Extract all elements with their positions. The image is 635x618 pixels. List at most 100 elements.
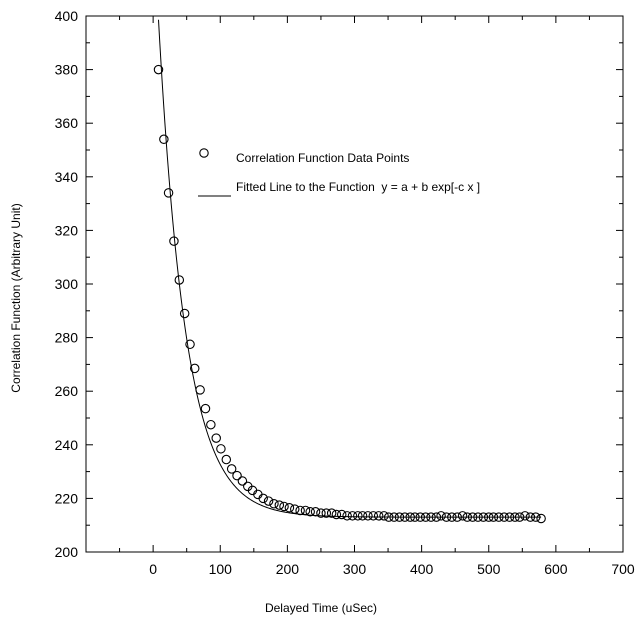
data-point bbox=[383, 512, 394, 522]
data-point bbox=[237, 476, 248, 486]
x-axis-title: Delayed Time (uSec) bbox=[265, 601, 377, 615]
data-point bbox=[221, 454, 232, 465]
data-point bbox=[436, 511, 446, 521]
data-point bbox=[426, 512, 436, 522]
data-point bbox=[274, 500, 285, 510]
data-point bbox=[410, 512, 420, 522]
data-point bbox=[530, 512, 541, 522]
data-point bbox=[336, 509, 347, 520]
data-point bbox=[295, 505, 305, 516]
data-point bbox=[226, 464, 237, 474]
legend-label-fitted-line: Fitted Line to the Function y = a + b ex… bbox=[236, 180, 480, 194]
data-point bbox=[441, 512, 452, 522]
y-axis-title: Correlation Function (Arbitrary Unit) bbox=[9, 203, 23, 392]
data-point bbox=[363, 511, 373, 521]
x-tick-labels: 0 100 200 300 400 500 600 700 bbox=[149, 561, 635, 577]
data-point bbox=[206, 419, 216, 430]
y-tick-label: 360 bbox=[55, 115, 79, 131]
data-point bbox=[179, 308, 190, 319]
x-tick-label: 0 bbox=[149, 561, 157, 577]
data-point bbox=[290, 504, 300, 514]
data-point bbox=[189, 363, 200, 374]
data-points bbox=[153, 64, 546, 524]
data-point bbox=[536, 513, 546, 524]
x-tick-label: 300 bbox=[343, 561, 367, 577]
data-point bbox=[174, 275, 185, 285]
data-point bbox=[415, 512, 426, 522]
data-point bbox=[520, 511, 530, 521]
legend: Correlation Function Data Points Fitted … bbox=[198, 148, 480, 197]
data-point bbox=[211, 433, 221, 443]
data-point bbox=[216, 444, 226, 454]
data-point bbox=[368, 511, 379, 521]
data-point bbox=[494, 512, 504, 522]
data-point bbox=[263, 496, 274, 506]
data-point bbox=[163, 188, 174, 198]
legend-label-data-points: Correlation Function Data Points bbox=[236, 151, 409, 165]
x-tick-label: 100 bbox=[209, 561, 233, 577]
data-point bbox=[405, 512, 415, 522]
data-point bbox=[342, 511, 352, 521]
data-point bbox=[305, 507, 315, 517]
data-point bbox=[488, 512, 499, 522]
data-point bbox=[431, 512, 442, 522]
data-point bbox=[169, 236, 179, 246]
x-tick-label: 200 bbox=[276, 561, 300, 577]
y-tick-label: 260 bbox=[55, 383, 79, 399]
data-point bbox=[200, 403, 211, 414]
data-point bbox=[284, 503, 295, 513]
data-point bbox=[394, 512, 405, 522]
data-point bbox=[452, 512, 462, 522]
data-point bbox=[232, 470, 242, 481]
y-tick-label: 240 bbox=[55, 437, 79, 453]
data-point bbox=[467, 512, 478, 522]
y-tick-labels: 200 220 240 260 280 300 320 340 360 380 400 bbox=[55, 8, 79, 560]
data-point bbox=[457, 511, 468, 521]
data-point bbox=[331, 509, 342, 520]
y-tick-label: 200 bbox=[55, 544, 79, 560]
y-tick-label: 320 bbox=[55, 222, 79, 238]
data-point bbox=[499, 512, 509, 522]
y-tick-label: 220 bbox=[55, 490, 79, 506]
data-point bbox=[321, 508, 332, 518]
x-tick-label: 700 bbox=[611, 561, 635, 577]
x-tick-label: 400 bbox=[410, 561, 434, 577]
data-point bbox=[326, 508, 337, 518]
data-point bbox=[462, 512, 473, 522]
data-point bbox=[510, 512, 520, 522]
data-point bbox=[525, 512, 536, 522]
data-point bbox=[153, 64, 164, 75]
data-point bbox=[258, 493, 268, 504]
data-point bbox=[504, 512, 515, 522]
y-tick-label: 340 bbox=[55, 169, 79, 185]
data-point bbox=[483, 512, 494, 522]
data-point bbox=[316, 508, 326, 518]
data-point bbox=[473, 512, 483, 522]
data-point bbox=[379, 511, 389, 521]
y-tick-label: 400 bbox=[55, 8, 79, 24]
x-tick-label: 600 bbox=[544, 561, 568, 577]
y-tick-label: 380 bbox=[55, 62, 79, 78]
data-point bbox=[300, 505, 311, 516]
data-point bbox=[353, 511, 363, 521]
plot-frame bbox=[85, 15, 624, 553]
legend-marker-circle bbox=[199, 148, 209, 158]
axis-ticks bbox=[85, 15, 624, 553]
data-point bbox=[420, 512, 431, 522]
data-point bbox=[195, 385, 205, 395]
x-tick-label: 500 bbox=[477, 561, 501, 577]
data-point bbox=[400, 512, 410, 522]
data-point bbox=[269, 499, 279, 509]
data-point bbox=[185, 339, 195, 350]
data-point bbox=[310, 507, 321, 517]
data-point bbox=[478, 512, 489, 522]
y-tick-label: 280 bbox=[55, 330, 79, 346]
data-point bbox=[347, 511, 358, 521]
data-point bbox=[357, 511, 368, 521]
data-point bbox=[389, 512, 399, 522]
data-point bbox=[159, 134, 169, 145]
data-point bbox=[514, 512, 525, 522]
data-point bbox=[279, 501, 289, 512]
data-point bbox=[447, 512, 457, 522]
